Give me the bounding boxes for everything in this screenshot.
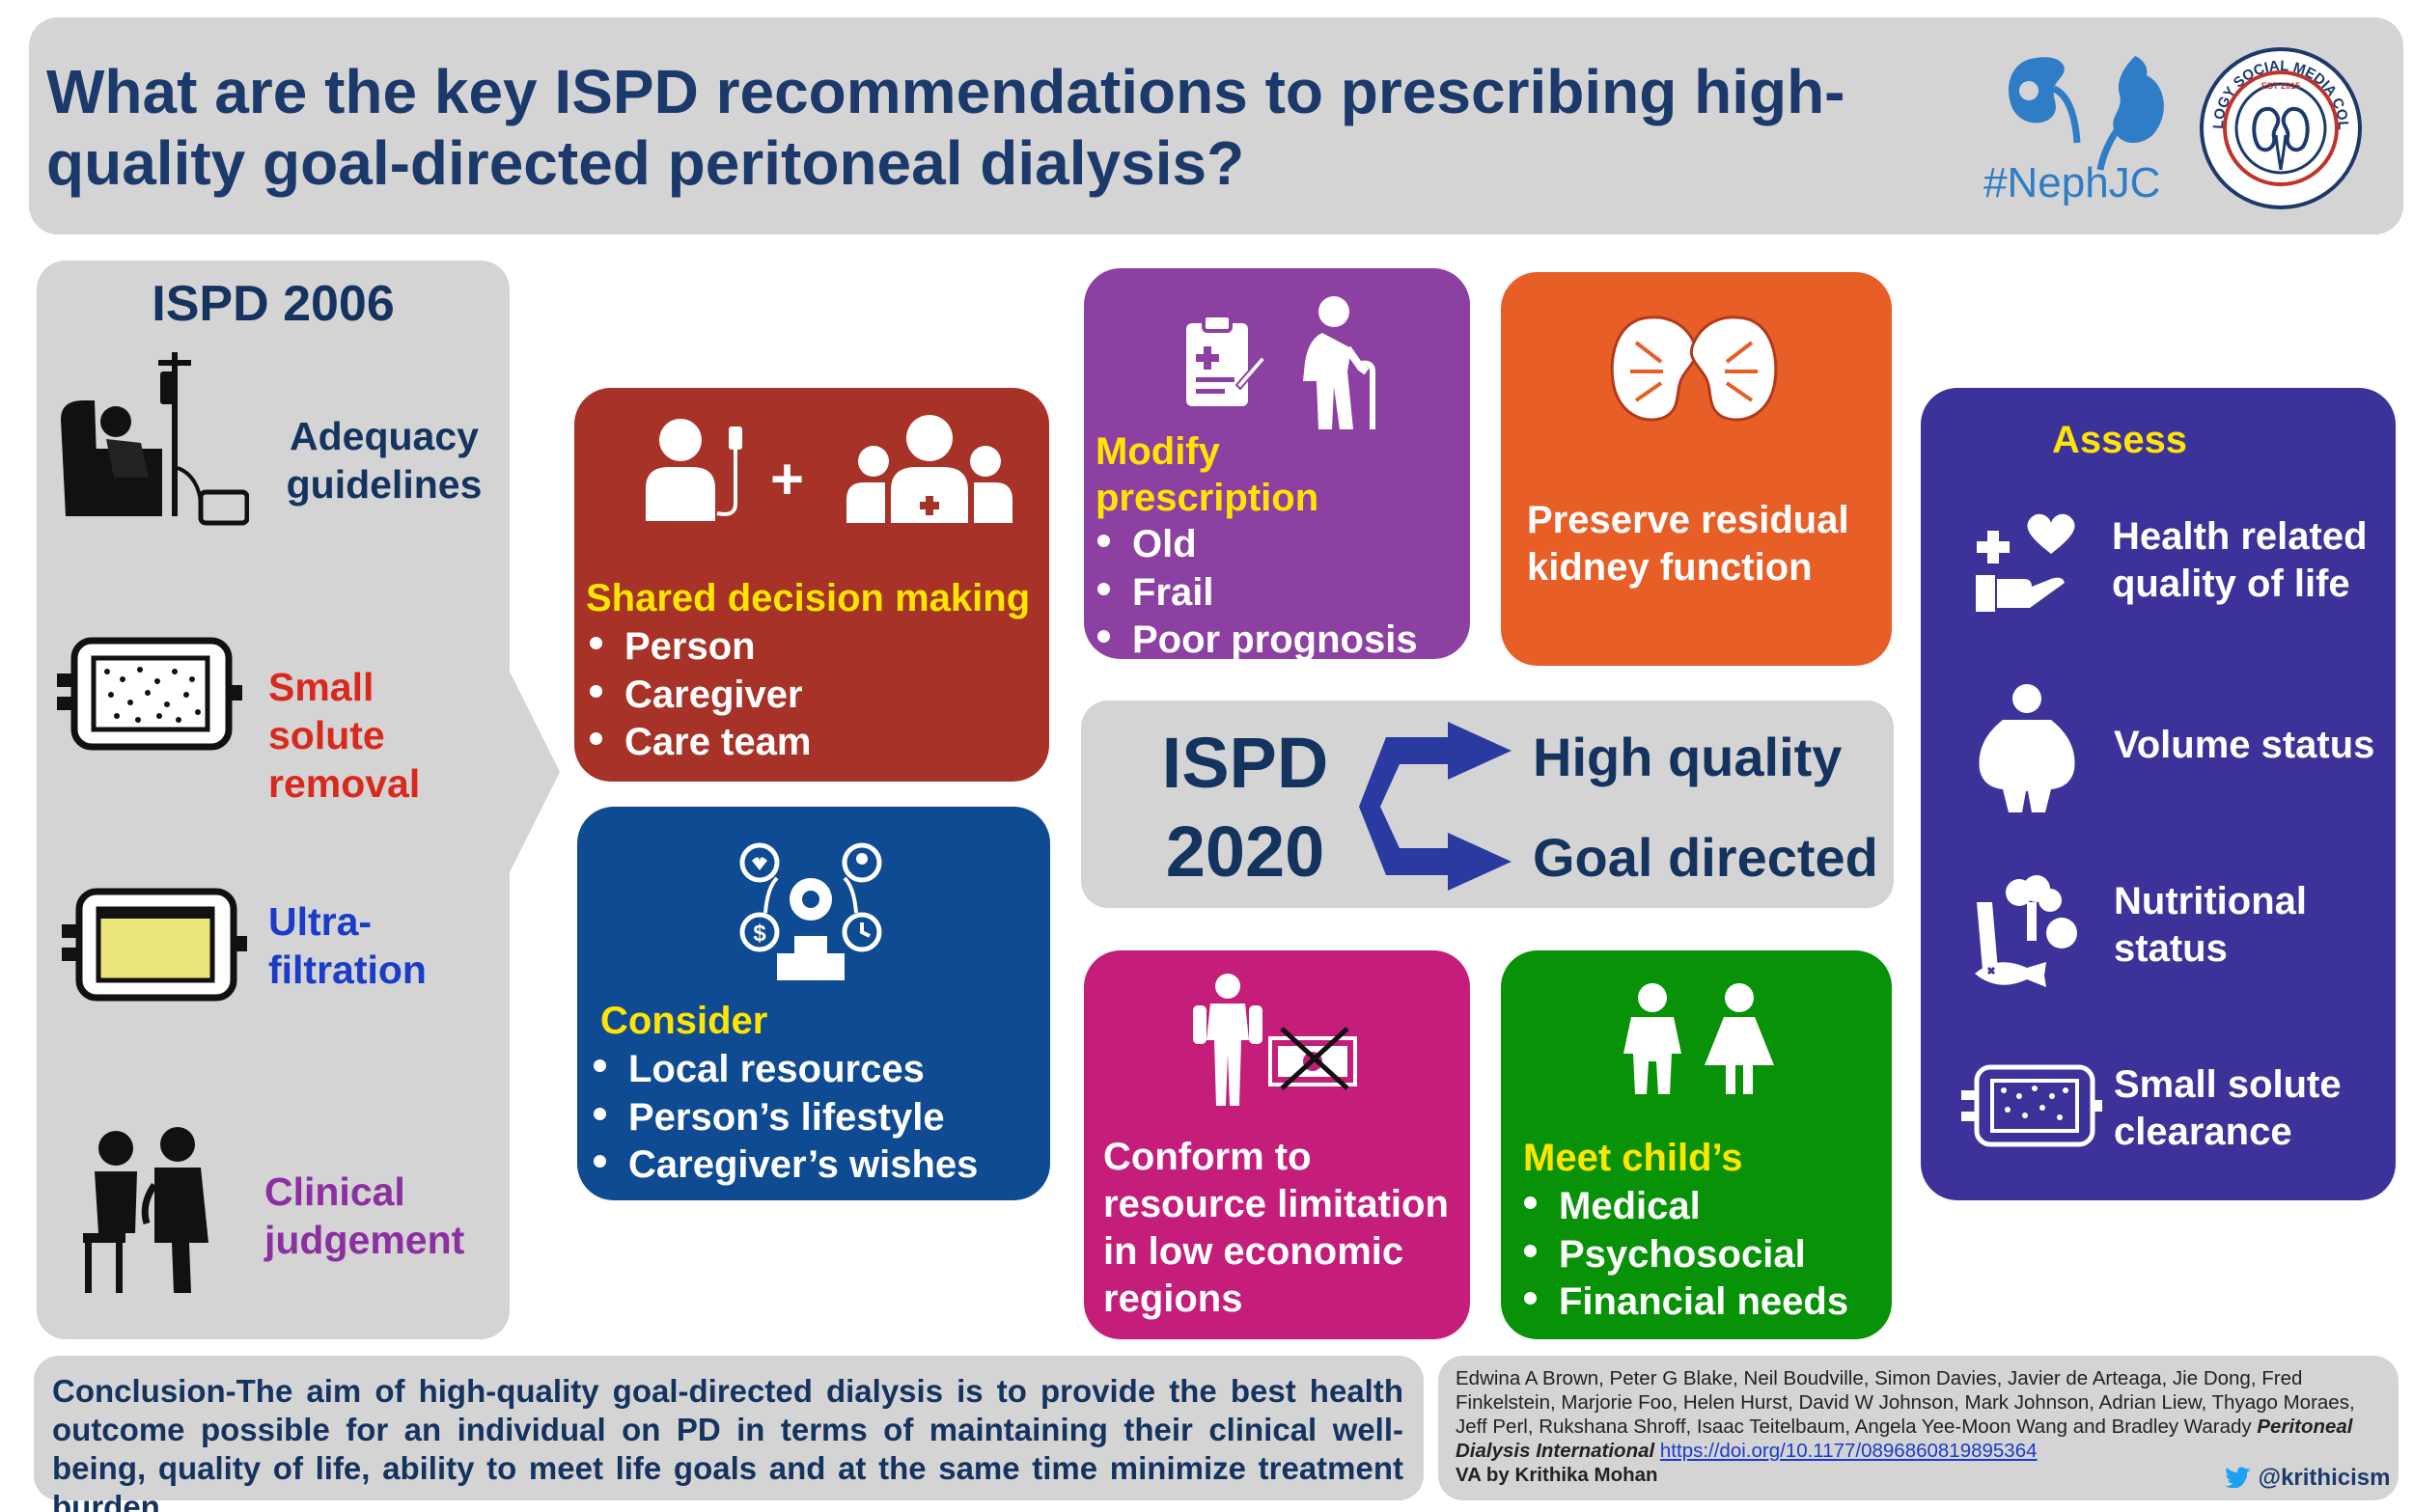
conclusion-text: Conclusion-The aim of high-quality goal-… <box>52 1373 1403 1512</box>
list-item: Care team <box>586 719 811 767</box>
list-item: Poor prognosis <box>1094 617 1418 665</box>
no-money-icon <box>1268 1027 1357 1090</box>
list-item: Caregiver’s wishes <box>590 1141 978 1190</box>
conform-resource-card <box>1084 950 1470 1339</box>
solute-clearance-icon <box>1961 1064 2102 1147</box>
adequacy-guidelines-label: Adequacy guidelines <box>286 414 483 507</box>
goal-directed-label: Goal directed <box>1533 827 1878 888</box>
solute-bag-icon <box>57 637 242 751</box>
modify-prescription-heading: Modify prescription <box>1096 430 1319 519</box>
split-arrows-icon <box>1359 722 1512 891</box>
elderly-person-icon <box>1303 296 1375 429</box>
year-label-line: 2020 <box>1165 811 1325 892</box>
clinical-judgement-label: Clinical judgement <box>264 1169 465 1262</box>
nephrology-social-media-collective-seal-icon: NEPHROLOGY SOCIAL MEDIA COLLECTIVE EST 2… <box>2199 46 2362 209</box>
clipboard-prescription-icon <box>1186 314 1265 406</box>
consider-card <box>577 807 1050 1200</box>
health-quality-icon <box>1976 513 2075 612</box>
twitter-bird-icon <box>2225 1467 2251 1489</box>
twitter-handle[interactable]: @krithicism <box>2225 1465 2390 1492</box>
fluid-bag-icon <box>62 888 247 1002</box>
list-item: Person <box>586 623 811 672</box>
modify-prescription-card <box>1084 268 1470 659</box>
conclusion-box <box>34 1356 1424 1500</box>
list-item: Local resources <box>590 1046 978 1094</box>
list-item: Caregiver <box>586 672 811 720</box>
preserve-kidney-text: Preserve residual kidney function <box>1527 499 1849 589</box>
assess-heading: Assess <box>2051 419 2188 461</box>
nephjc-kidney-logo-icon <box>2009 56 2164 171</box>
list-item: Frail <box>1094 569 1418 618</box>
panel-pointer-arrow <box>502 656 560 888</box>
svg-text:$: $ <box>753 921 766 947</box>
twitter-handle-text: @krithicism <box>2258 1465 2391 1491</box>
reference-text: Edwina A Brown, Peter G Blake, Neil Boud… <box>1456 1366 2382 1487</box>
shared-decision-card <box>574 388 1049 782</box>
child-needs-card <box>1501 950 1892 1339</box>
plus-icon: + <box>770 447 805 511</box>
ispd-2020-label: ISPD 2020 <box>1120 719 1371 896</box>
page-title: What are the key ISPD recommendations to… <box>46 57 1845 198</box>
nutrition-icon <box>1975 875 2077 987</box>
consider-list: Local resources Person’s lifestyle Careg… <box>590 1046 978 1190</box>
children-icon <box>1623 983 1774 1094</box>
list-item: Old <box>1094 521 1418 569</box>
person-iv-icon <box>646 419 742 521</box>
list-item: Person’s lifestyle <box>590 1094 978 1142</box>
shared-decision-heading: Shared decision making <box>586 577 1031 619</box>
child-needs-heading: Meet child’s <box>1523 1137 1743 1179</box>
ispd-2006-title: ISPD 2006 <box>152 276 395 332</box>
list-item: Medical <box>1520 1183 1848 1231</box>
consider-heading: Consider <box>600 1000 768 1042</box>
nephjc-hashtag: #NephJC <box>1983 159 2161 206</box>
kidneys-icon <box>1610 316 1778 422</box>
list-item: Psychosocial <box>1520 1231 1848 1279</box>
small-solute-clearance-label: Small solute clearance <box>2114 1063 2342 1153</box>
header-banner <box>29 17 2403 234</box>
resources-network-icon: $ <box>739 842 882 980</box>
shared-decision-list: Person Caregiver Care team <box>586 623 811 767</box>
ispd-2020-panel <box>1081 701 1894 908</box>
doctor-patient-icon <box>83 1127 208 1293</box>
reference-journal: Peritoneal Dialysis International <box>1456 1416 2353 1462</box>
ispd-label-line: ISPD <box>1161 723 1329 803</box>
list-item: Financial needs <box>1520 1278 1848 1327</box>
high-quality-label: High quality <box>1533 727 1843 787</box>
reference-doi-link[interactable]: https://doi.org/10.1177/0896860819895364 <box>1659 1440 2038 1462</box>
ultrafiltration-label: Ultra-filtration <box>268 899 427 992</box>
volume-status-label: Volume status <box>2114 724 2375 766</box>
small-solute-removal-label: Small solute removal <box>268 665 421 806</box>
body-volume-icon <box>1979 684 2075 812</box>
dialysis-chair-icon <box>61 352 249 526</box>
modify-prescription-list: Old Frail Poor prognosis <box>1094 521 1418 665</box>
nutritional-status-label: Nutritional status <box>2114 880 2307 970</box>
reference-authors: Edwina A Brown, Peter G Blake, Neil Boud… <box>1456 1367 2355 1438</box>
health-quality-label: Health related quality of life <box>2112 515 2368 605</box>
visual-abstract-credit: VA by Krithika Mohan <box>1456 1464 1658 1486</box>
child-needs-list: Medical Psychosocial Financial needs <box>1520 1183 1848 1327</box>
conform-resource-text: Conform to resource limitation in low ec… <box>1103 1136 1449 1320</box>
seal-est-text: EST 2015 <box>2261 81 2300 91</box>
standing-person-icon <box>1193 974 1262 1106</box>
care-team-icon <box>846 415 1012 523</box>
